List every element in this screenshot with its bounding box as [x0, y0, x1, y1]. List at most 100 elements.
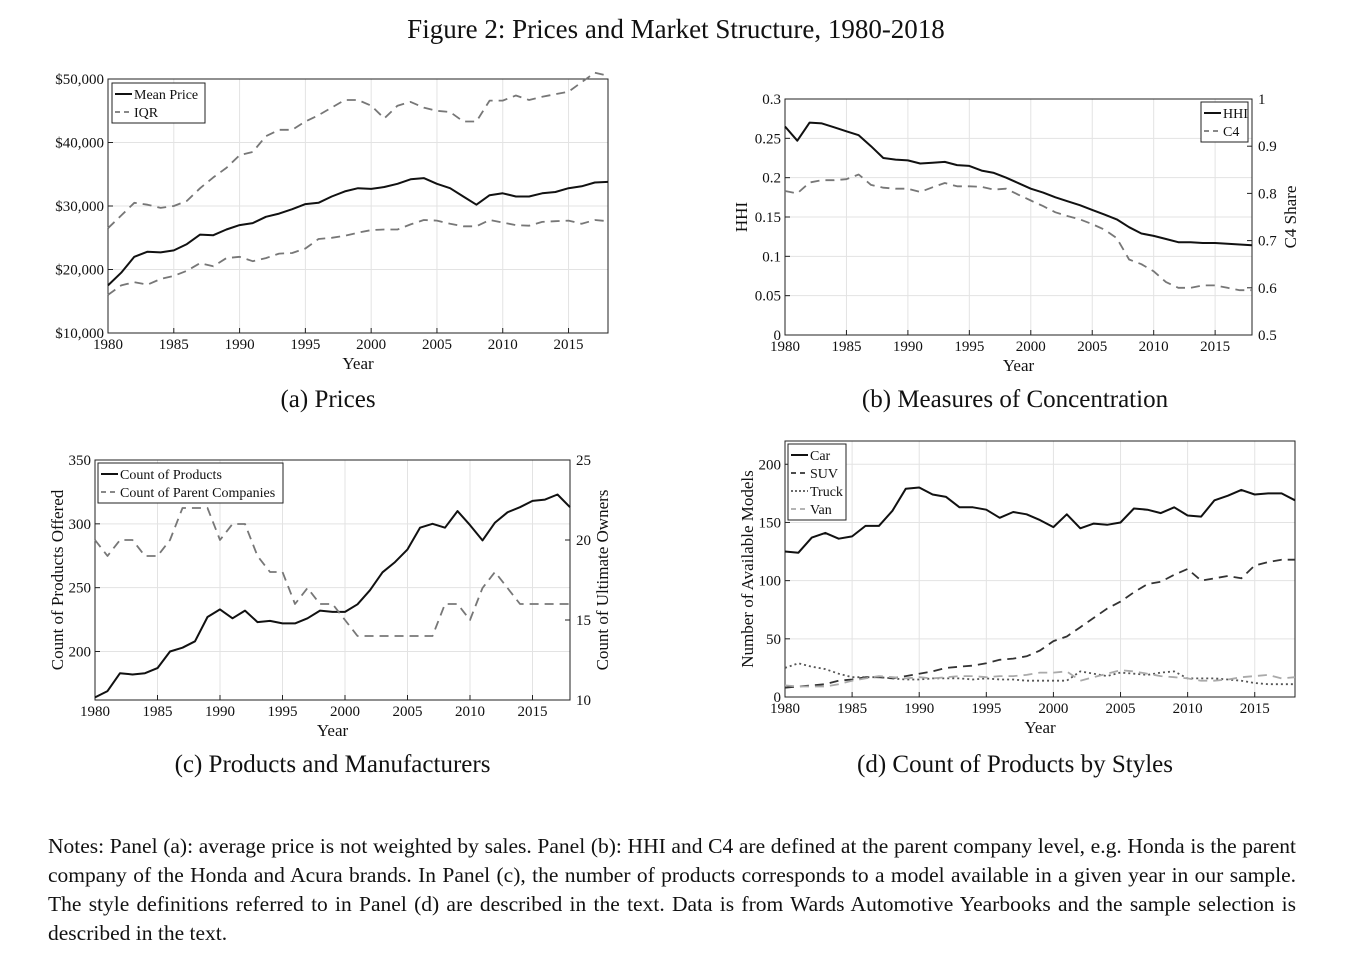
y-axis-label: Count of Products Offered [48, 489, 67, 670]
series-line-car [784, 486, 1296, 554]
y2-tick-label: 15 [576, 613, 591, 629]
y-tick-label: $30,000 [55, 199, 104, 215]
plot-frame [784, 440, 1296, 698]
x-axis-label: Year [1024, 718, 1056, 737]
y-tick-label: 200 [759, 457, 782, 473]
series-line-count-of-parent-companies [94, 507, 570, 637]
y2-tick-label: 0.5 [1258, 328, 1277, 344]
series-line-mean-price [107, 177, 609, 287]
legend: HHI C4 [1200, 101, 1249, 143]
y-tick-label: 0.25 [755, 131, 781, 147]
legend-box [111, 82, 206, 124]
y-tick-label: 200 [69, 644, 92, 660]
y-tick-label: 0.15 [755, 210, 781, 226]
series-line-iqr [107, 71, 609, 229]
x-tick-label: 2010 [1173, 701, 1203, 717]
chart-svg-c: 1980 1985 1990 1995 2000 2005 2010 201520025030… [48, 453, 612, 740]
y-tick-label: $40,000 [55, 136, 104, 152]
chart-svg-a: 1980 1985 1990 1995 2000 2005 2010 2015 $10,000 $… [55, 71, 609, 373]
series-line-iqr-lower [107, 219, 609, 296]
legend: Mean Price IQR [111, 82, 206, 124]
y2-axis-label: Count of Ultimate Owners [593, 490, 612, 671]
x-tick-label: 2015 [554, 337, 584, 353]
legend-label-suv: SUV [810, 467, 838, 482]
y-tick-label: 100 [759, 574, 782, 590]
legend: Car SUV Truck Van [787, 443, 847, 521]
y-tick-label: 150 [759, 515, 782, 531]
y2-tick-label: 0.7 [1258, 234, 1277, 250]
x-tick-label: 2005 [422, 337, 452, 353]
y-tick-label: 0.1 [762, 249, 781, 265]
legend-label-car: Car [810, 449, 831, 464]
x-tick-label: 1995 [290, 337, 320, 353]
chart-svg-d: 1980 1985 1990 1995 2000 2005 2010 2015 0 50 100 15… [738, 440, 1296, 737]
x-tick-label: 1995 [268, 704, 298, 720]
x-tick-label: 1995 [954, 339, 984, 355]
y-tick-label: 0 [774, 690, 782, 706]
caption-b: (b) Measures of Concentration [861, 386, 1169, 413]
x-tick-label: 1985 [831, 339, 861, 355]
series-line-hhi [784, 121, 1253, 247]
chart-svg-b: 1980 1985 1990 1995 2000 2005 2010 2015 0 0.05 0.1… [732, 92, 1300, 375]
y-tick-label: $50,000 [55, 72, 104, 88]
series-line-c4 [784, 173, 1252, 292]
x-tick-label: 1985 [837, 701, 867, 717]
x-tick-label: 1985 [159, 337, 189, 353]
x-tick-label: 1980 [770, 339, 800, 355]
y-tick-label: 0 [774, 328, 782, 344]
y-tick-label: 0.05 [755, 289, 781, 305]
y2-axis-label: C4 Share [1281, 186, 1300, 249]
x-tick-label: 2010 [488, 337, 518, 353]
y2-tick-label: 10 [576, 693, 591, 709]
x-tick-label: 2000 [356, 337, 386, 353]
legend-label-count-of-parent-companies: Count of Parent Companies [120, 486, 275, 501]
x-tick-label: 1990 [893, 339, 923, 355]
legend: Count of Products Count of Parent Compani… [97, 462, 284, 504]
x-tick-label: 2015 [1200, 339, 1230, 355]
x-tick-label: 1980 [770, 701, 800, 717]
caption-a: (a) Prices [280, 386, 376, 413]
series-line-van [784, 669, 1296, 688]
x-tick-label: 1985 [143, 704, 173, 720]
x-tick-label: 1980 [80, 704, 110, 720]
x-tick-label: 2015 [1240, 701, 1270, 717]
y-tick-label: $10,000 [55, 326, 104, 342]
y-tick-label: 250 [69, 581, 92, 597]
y2-tick-label: 1 [1258, 92, 1266, 108]
x-tick-label: 2010 [1139, 339, 1169, 355]
legend-label-count-of-products: Count of Products [120, 468, 222, 483]
y2-tick-label: 0.8 [1258, 186, 1277, 202]
x-tick-label: 2005 [1077, 339, 1107, 355]
x-tick-label: 2005 [393, 704, 423, 720]
x-tick-label: 1980 [93, 337, 123, 353]
x-tick-label: 2000 [330, 704, 360, 720]
y-tick-label: 350 [69, 453, 92, 469]
y2-tick-label: 0.9 [1258, 139, 1277, 155]
y-tick-label: 300 [69, 517, 92, 533]
series-line-suv [784, 558, 1295, 689]
x-tick-label: 2000 [1016, 339, 1046, 355]
x-tick-label: 2000 [1038, 701, 1068, 717]
x-tick-label: 2005 [1106, 701, 1136, 717]
legend-label-van: Van [810, 503, 832, 518]
x-axis-label: Year [1003, 356, 1035, 375]
legend-label-iqr: IQR [134, 106, 159, 121]
legend-label-truck: Truck [810, 485, 843, 500]
series-line-count-of-products [94, 493, 571, 699]
y-tick-label: 0.2 [762, 171, 781, 187]
y-axis-label: Number of Available Models [738, 470, 757, 668]
x-axis-label: Year [317, 721, 349, 740]
legend-label-hhi: HHI [1223, 107, 1248, 122]
figure-title: Figure 2: Prices and Market Structure, 1… [407, 14, 945, 44]
legend-box [787, 443, 847, 521]
y2-tick-label: 25 [576, 453, 591, 469]
figure-notes: Notes: Panel (a): average price is not w… [48, 834, 1296, 945]
y-tick-label: 50 [766, 632, 781, 648]
y2-tick-label: 20 [576, 533, 591, 549]
x-axis-label: Year [342, 354, 374, 373]
x-tick-label: 2010 [455, 704, 485, 720]
legend-box [97, 462, 284, 504]
legend-box [1200, 101, 1249, 143]
plot-frame [94, 459, 571, 701]
legend-label-mean-price: Mean Price [134, 88, 198, 103]
